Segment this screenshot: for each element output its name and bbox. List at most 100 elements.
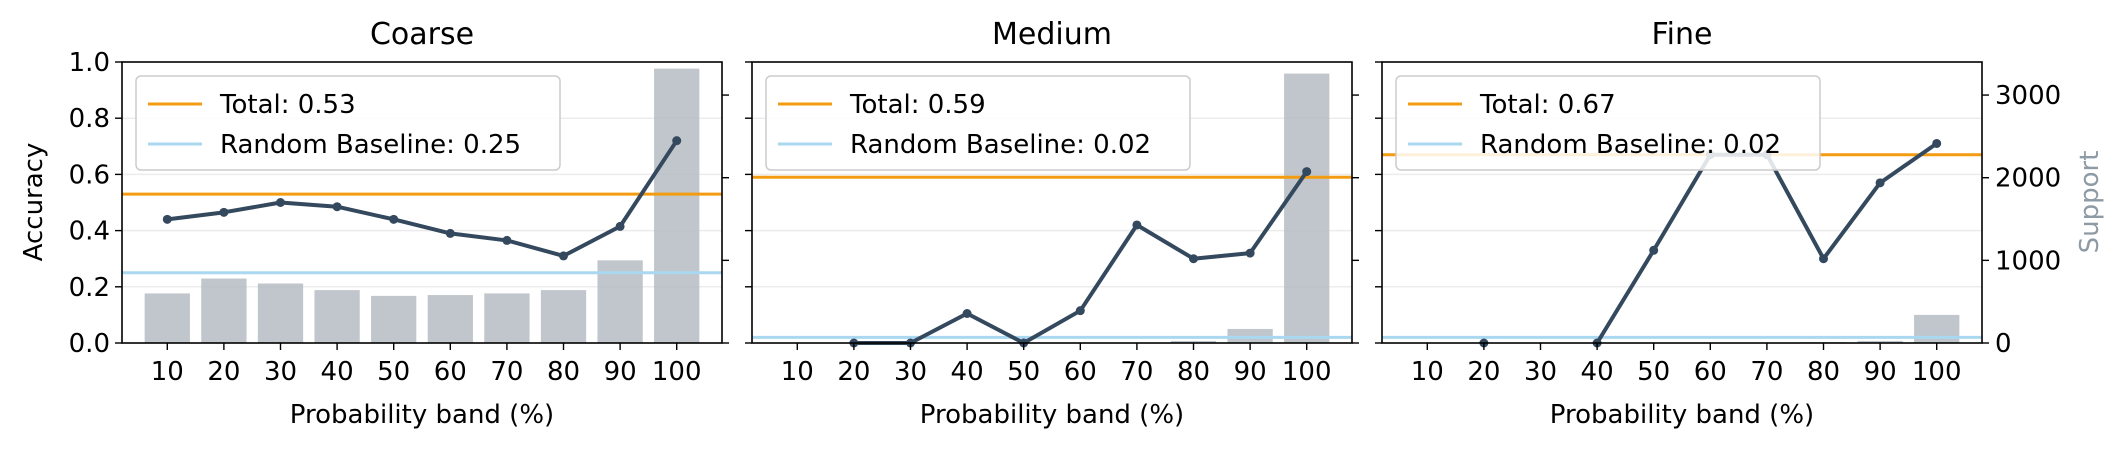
accuracy-line bbox=[167, 139, 679, 258]
accuracy-point bbox=[1189, 254, 1199, 264]
accuracy-point bbox=[502, 235, 512, 245]
y2-tick-label: 0 bbox=[1995, 329, 2012, 359]
plot-frame bbox=[1381, 61, 1983, 344]
accuracy-point bbox=[1819, 254, 1829, 264]
support-bar bbox=[257, 283, 304, 343]
x-tick-label: 100 bbox=[652, 357, 702, 387]
legend: Total: 0.59 Random Baseline: 0.02 bbox=[765, 75, 1191, 171]
legend-label-baseline: Random Baseline: 0.02 bbox=[850, 130, 1151, 160]
accuracy-point bbox=[1932, 138, 1942, 148]
accuracy-line bbox=[853, 170, 1309, 345]
x-tick-label: 30 bbox=[1524, 357, 1557, 387]
x-tick-label: 70 bbox=[1750, 357, 1783, 387]
x-axis-label: Probability band (%) bbox=[290, 400, 554, 430]
y2-tick-label: 2000 bbox=[1995, 164, 2061, 194]
x-tick-label: 80 bbox=[1807, 357, 1840, 387]
x-tick-label: 30 bbox=[894, 357, 927, 387]
x-tick-label: 30 bbox=[264, 357, 297, 387]
accuracy-point bbox=[1245, 248, 1255, 258]
accuracy-point bbox=[445, 228, 455, 238]
x-tick-label: 50 bbox=[377, 357, 410, 387]
support-bar bbox=[654, 68, 700, 344]
support-bar bbox=[371, 295, 417, 343]
y-tick-label: 0.0 bbox=[69, 329, 110, 359]
panel-coarse: 10 20 30 40 50 60 70 80 90 100 0.0 0.2 0.4 0.6 0.8 1.0 C… bbox=[69, 17, 729, 430]
x-tick-label: 100 bbox=[1912, 357, 1962, 387]
x-tick-label: 40 bbox=[1581, 357, 1614, 387]
panel-medium: 10 20 30 40 50 60 70 80 90 100 Medium Probability b… bbox=[745, 17, 1359, 430]
panel-title: Fine bbox=[1652, 17, 1713, 52]
support-bar bbox=[1857, 340, 1903, 343]
legend-box bbox=[765, 75, 1191, 171]
legend-label-total: Total: 0.53 bbox=[219, 90, 356, 120]
x-tick-label: 70 bbox=[1120, 357, 1153, 387]
panel-title: Medium bbox=[992, 17, 1112, 52]
x-tick-label: 90 bbox=[1234, 357, 1267, 387]
accuracy-point bbox=[1302, 167, 1312, 177]
legend-label-total: Total: 0.59 bbox=[849, 90, 986, 120]
x-tick-label: 90 bbox=[1864, 357, 1897, 387]
y2-tick-label: 1000 bbox=[1995, 246, 2061, 276]
x-tick-label: 80 bbox=[1177, 357, 1210, 387]
support-bar bbox=[201, 278, 247, 343]
panel-title: Coarse bbox=[370, 17, 474, 52]
y-tick-label: 0.8 bbox=[69, 104, 110, 134]
x-tick-label: 50 bbox=[1007, 357, 1040, 387]
plot-frame bbox=[121, 61, 723, 344]
x-tick-label: 10 bbox=[781, 357, 814, 387]
x-tick-label: 40 bbox=[321, 357, 354, 387]
accuracy-point bbox=[389, 214, 399, 224]
y-axis-label-support: Support bbox=[2075, 151, 2105, 254]
support-bar bbox=[540, 290, 587, 343]
legend-label-baseline: Random Baseline: 0.25 bbox=[220, 130, 521, 160]
legend-box bbox=[1395, 75, 1821, 171]
x-tick-label: 80 bbox=[547, 357, 580, 387]
legend: Total: 0.67 Random Baseline: 0.02 bbox=[1395, 75, 1821, 171]
y-tick-label: 1.0 bbox=[69, 48, 110, 78]
y-tick-label: 0.6 bbox=[69, 160, 110, 190]
accuracy-point bbox=[1875, 178, 1885, 188]
accuracy-point bbox=[672, 136, 682, 146]
support-bar bbox=[314, 290, 360, 343]
accuracy-point bbox=[962, 308, 972, 318]
accuracy-point bbox=[162, 214, 172, 224]
support-bar bbox=[1284, 73, 1330, 343]
legend: Total: 0.53 Random Baseline: 0.25 bbox=[135, 75, 561, 171]
x-tick-label: 60 bbox=[1694, 357, 1727, 387]
accuracy-point bbox=[275, 198, 285, 207]
x-tick-label: 70 bbox=[490, 357, 523, 387]
x-tick-label: 20 bbox=[837, 357, 870, 387]
support-bar bbox=[484, 293, 530, 343]
x-tick-label: 60 bbox=[434, 357, 467, 387]
support-bar bbox=[427, 295, 473, 343]
support-bar bbox=[144, 293, 190, 343]
x-axis-label: Probability band (%) bbox=[1550, 400, 1814, 430]
support-bar bbox=[1170, 340, 1217, 343]
accuracy-line bbox=[1595, 141, 1938, 345]
x-axis-label: Probability band (%) bbox=[920, 400, 1184, 430]
legend-box bbox=[135, 75, 561, 171]
x-tick-label: 40 bbox=[951, 357, 984, 387]
accuracy-point bbox=[615, 221, 625, 231]
accuracy-point bbox=[1075, 306, 1085, 316]
x-tick-label: 100 bbox=[1282, 357, 1332, 387]
accuracy-point bbox=[1649, 245, 1659, 255]
panel-fine: 10 20 30 40 50 60 70 80 90 1000100020003000FinePr… bbox=[1375, 17, 2061, 430]
y2-tick-label: 3000 bbox=[1995, 81, 2061, 111]
legend-label-baseline: Random Baseline: 0.02 bbox=[1480, 130, 1781, 160]
accuracy-point bbox=[1132, 220, 1142, 230]
x-tick-label: 60 bbox=[1064, 357, 1097, 387]
y-tick-label: 0.2 bbox=[69, 273, 110, 303]
legend-label-total: Total: 0.67 bbox=[1479, 90, 1616, 120]
x-tick-label: 50 bbox=[1637, 357, 1670, 387]
y-axis-label-accuracy: Accuracy bbox=[19, 143, 49, 262]
x-tick-label: 90 bbox=[604, 357, 637, 387]
accuracy-point bbox=[559, 251, 569, 261]
x-tick-label: 20 bbox=[207, 357, 240, 387]
x-tick-label: 10 bbox=[151, 357, 184, 387]
y-tick-label: 0.4 bbox=[69, 217, 110, 247]
x-tick-label: 10 bbox=[1411, 357, 1444, 387]
accuracy-point bbox=[332, 202, 342, 212]
plot-frame bbox=[751, 61, 1353, 344]
